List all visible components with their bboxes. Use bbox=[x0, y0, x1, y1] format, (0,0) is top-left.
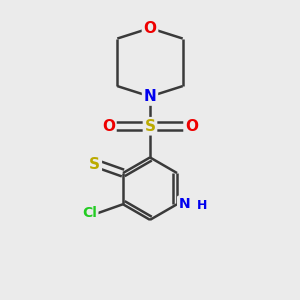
Text: H: H bbox=[197, 199, 208, 212]
Text: Cl: Cl bbox=[82, 206, 97, 220]
Text: S: S bbox=[89, 157, 100, 172]
Text: N: N bbox=[144, 89, 156, 104]
Text: O: O bbox=[185, 119, 198, 134]
Text: S: S bbox=[145, 119, 155, 134]
Text: O: O bbox=[143, 21, 157, 36]
Text: N: N bbox=[178, 197, 190, 211]
Text: O: O bbox=[102, 119, 115, 134]
